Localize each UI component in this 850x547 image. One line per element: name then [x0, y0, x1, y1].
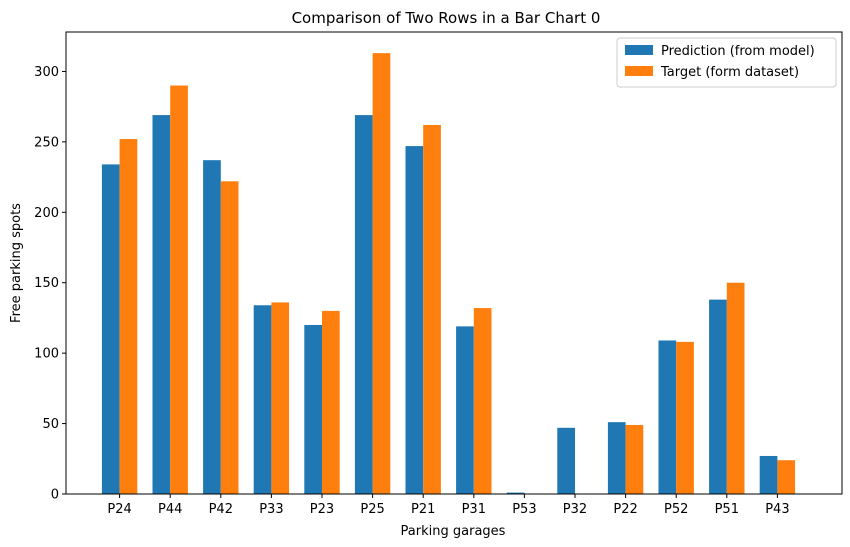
plot-frame [65, 31, 843, 495]
y-tick-label: 100 [34, 347, 59, 362]
bar-prediction-p43 [759, 455, 778, 494]
y-tick-label: 150 [34, 276, 59, 291]
bar-target-p43 [777, 460, 796, 494]
x-axis-ticks: P24 P44 P42 P33 P23 P25 P21 P31 P53 P32 P22 P52 P51 P… [107, 494, 790, 517]
bar-prediction-p25 [354, 115, 373, 494]
y-tick-label: 250 [34, 135, 59, 150]
x-tick-label-p31: P31 [462, 502, 486, 517]
x-tick-label-p42: P42 [209, 502, 233, 517]
legend-label-prediction: Prediction (from model) [661, 44, 815, 59]
bar-target-p42 [220, 181, 239, 495]
x-tick-label-p32: P32 [563, 502, 587, 517]
y-axis-label: Free parking spots [9, 203, 24, 323]
bar-prediction-p33 [253, 305, 272, 494]
legend: Prediction (from model) Target (form data… [616, 37, 837, 88]
bar-prediction-p52 [658, 340, 677, 494]
bar-target-p24 [119, 139, 138, 495]
legend-swatch-target [625, 66, 653, 76]
x-tick-label-p43: P43 [765, 502, 789, 517]
y-axis-ticks: 0 50 100 150 200 250 300 [34, 65, 66, 503]
bar-prediction-p53 [506, 492, 525, 494]
bar-target-p51 [726, 282, 745, 494]
x-tick-label-p22: P22 [613, 502, 637, 517]
y-tick-label: 300 [34, 65, 59, 80]
chart-title: Comparison of Two Rows in a Bar Chart 0 [292, 9, 601, 27]
bar-target-p23 [322, 310, 340, 494]
bar-prediction-p44 [152, 115, 171, 494]
bar-prediction-p24 [101, 164, 120, 494]
bar-prediction-p51 [709, 299, 727, 494]
x-tick-label-p53: P53 [512, 502, 536, 517]
x-axis-label: Parking garages [401, 524, 506, 539]
y-tick-label: 50 [42, 417, 59, 432]
x-tick-label-p44: P44 [158, 502, 182, 517]
y-tick-label: 200 [34, 206, 59, 221]
bar-prediction-p42 [203, 160, 221, 494]
plot-area [101, 53, 796, 495]
bar-target-p52 [676, 341, 694, 494]
x-tick-label-p51: P51 [715, 502, 739, 517]
y-tick-label: 0 [51, 488, 59, 503]
bar-prediction-p23 [304, 324, 322, 494]
bar-target-p25 [372, 53, 391, 494]
legend-box [616, 37, 837, 88]
x-tick-label-p21: P21 [411, 502, 435, 517]
x-tick-label-p33: P33 [259, 502, 283, 517]
bar-prediction-p32 [557, 427, 575, 494]
bar-prediction-p22 [607, 422, 626, 494]
bar-target-p44 [170, 85, 188, 495]
bar-prediction-p21 [405, 146, 424, 494]
x-tick-label-p23: P23 [310, 502, 334, 517]
bar-target-p22 [625, 424, 644, 494]
legend-swatch-prediction [625, 45, 653, 55]
x-tick-label-p24: P24 [107, 502, 131, 517]
x-tick-label-p52: P52 [664, 502, 688, 517]
bar-target-p31 [473, 308, 492, 494]
x-tick-label-p25: P25 [360, 502, 384, 517]
bar-target-p33 [271, 302, 290, 494]
bar-target-p21 [423, 124, 441, 495]
legend-label-target: Target (form dataset) [660, 65, 799, 80]
bar-prediction-p31 [456, 326, 474, 494]
